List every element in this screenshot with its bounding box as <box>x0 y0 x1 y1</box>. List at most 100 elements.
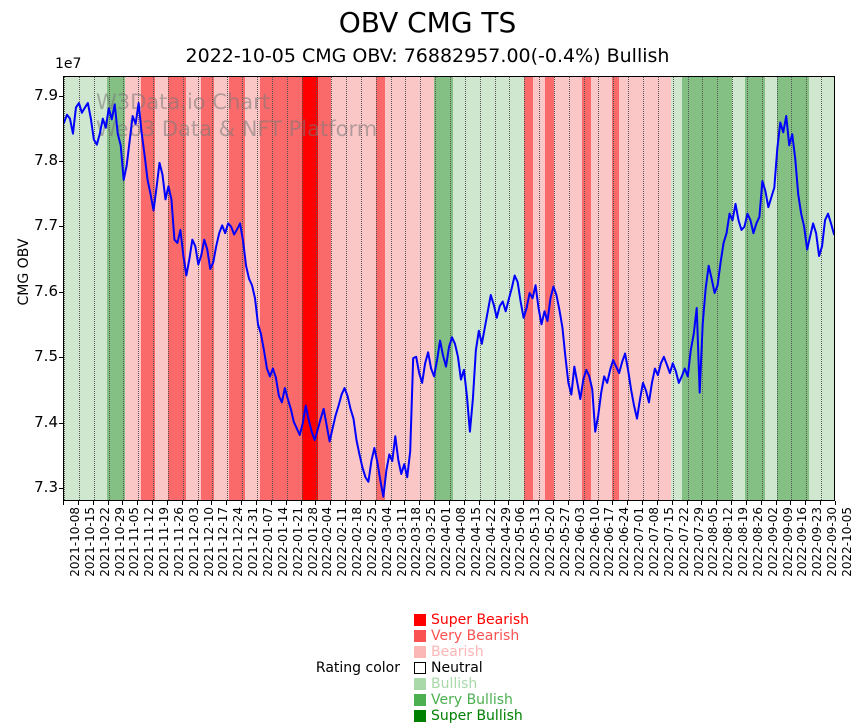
x-axis-tick-mark <box>523 501 525 505</box>
rating-band <box>200 77 214 500</box>
x-axis-tick-mark <box>77 501 79 505</box>
x-axis-tick-label: 2022-07-29 <box>691 507 706 577</box>
grid-line <box>212 77 214 500</box>
x-axis-tick-mark <box>389 501 391 505</box>
rating-band <box>825 77 834 500</box>
rating-band <box>141 77 155 500</box>
grid-line <box>301 77 303 500</box>
rating-band <box>228 77 246 500</box>
rating-band <box>124 77 142 500</box>
grid-line <box>64 77 65 500</box>
y-axis-tick-mark <box>59 357 63 359</box>
legend-label: Bullish <box>430 676 478 692</box>
grid-line <box>108 77 110 500</box>
rating-band <box>259 77 274 500</box>
legend-entry[interactable]: Very Bearish <box>413 628 529 644</box>
grid-line <box>717 77 719 500</box>
legend-label: Bearish <box>430 644 484 660</box>
rating-band <box>441 77 453 500</box>
x-axis-tick-mark <box>538 501 540 505</box>
x-axis-tick-label: 2022-01-28 <box>305 507 320 577</box>
x-axis-tick-label: 2021-11-26 <box>171 507 186 577</box>
x-axis-tick-mark <box>835 501 836 505</box>
x-axis-tick-mark <box>330 501 332 505</box>
rating-band <box>185 77 201 500</box>
x-axis-tick-mark <box>686 501 688 505</box>
rating-band <box>384 77 434 500</box>
x-axis-tick-mark <box>627 501 629 505</box>
grid-line <box>598 77 600 500</box>
x-axis-tick-label: 2022-09-16 <box>795 507 810 577</box>
plot-area[interactable]: W3Data.io Chart Web3 Data & NFT Platform <box>63 76 835 501</box>
x-axis-tick-mark <box>256 501 257 505</box>
x-axis-tick-mark <box>493 501 495 505</box>
rating-band <box>764 77 777 500</box>
grid-line <box>776 77 778 500</box>
grid-line <box>583 77 585 500</box>
grid-line <box>153 77 155 500</box>
x-axis-tick-label: 2022-09-23 <box>810 507 825 577</box>
legend-swatch <box>413 646 426 658</box>
x-axis-tick-label: 2022-09-30 <box>825 507 840 577</box>
grid-line <box>242 77 244 500</box>
y-axis-tick-mark <box>59 226 63 228</box>
x-axis-tick-mark <box>434 501 436 505</box>
legend-entry[interactable]: Bullish <box>413 676 529 692</box>
grid-line <box>568 77 570 500</box>
x-axis-tick-label: 2022-08-26 <box>750 507 765 577</box>
x-axis-tick-mark <box>211 501 213 505</box>
x-axis-tick-label: 2021-11-19 <box>157 507 172 577</box>
y-axis-tick-label: 7.6 <box>34 281 58 300</box>
grid-line <box>732 77 734 500</box>
grid-line <box>628 77 630 500</box>
x-axis-tick-label: 2022-09-02 <box>765 507 780 577</box>
grid-line <box>257 77 258 500</box>
x-axis-tick-label: 2021-11-05 <box>127 507 142 577</box>
x-axis-tick-mark <box>463 501 465 505</box>
grid-line <box>643 77 644 500</box>
rating-band <box>213 77 229 500</box>
legend-entries: Super Bearish Very Bearish Bearish Neutral B… <box>413 612 539 724</box>
x-axis-tick-mark <box>137 501 139 505</box>
y-axis-tick-label: 7.3 <box>34 477 58 496</box>
rating-band <box>671 77 682 500</box>
x-axis-tick-label: 2021-12-24 <box>231 507 246 577</box>
rating-band <box>619 77 672 500</box>
x-axis-tick-mark <box>404 501 406 505</box>
x-axis-tick-label: 2022-06-10 <box>587 507 602 577</box>
legend-label: Very Bearish <box>430 628 520 644</box>
legend-entry[interactable]: Super Bearish <box>413 612 530 628</box>
grid-line <box>494 77 496 500</box>
legend-entry[interactable]: Neutral <box>413 660 529 676</box>
x-axis-tick-label: 2022-03-25 <box>424 507 439 577</box>
x-axis-tick-label: 2021-10-15 <box>82 507 97 577</box>
rating-band <box>732 77 746 500</box>
grid-line <box>761 77 763 500</box>
x-axis-tick-label: 2022-02-25 <box>364 507 379 577</box>
y-axis-tick-label: 7.8 <box>34 151 58 169</box>
y-axis-tick-mark <box>59 487 63 489</box>
y-axis-tick-mark <box>59 161 63 162</box>
grid-line <box>390 77 392 500</box>
x-axis-tick-mark <box>745 501 747 505</box>
x-axis-tick-label: 2021-12-03 <box>186 507 201 577</box>
x-axis-tick-label: 2022-04-15 <box>468 507 483 577</box>
grid-line <box>791 77 793 500</box>
legend-entry[interactable]: Super Bullish <box>413 708 529 724</box>
grid-line <box>509 77 511 500</box>
rating-band <box>433 77 442 500</box>
legend-label: Super Bearish <box>430 612 530 628</box>
grid-line <box>405 77 407 500</box>
x-axis-tick-mark <box>567 501 569 505</box>
x-axis-tick-label: 2021-10-29 <box>112 507 127 577</box>
x-axis-tick-mark <box>597 501 599 505</box>
rating-band <box>582 77 592 500</box>
legend-entry[interactable]: Bearish <box>413 644 529 660</box>
legend-swatch <box>413 710 426 722</box>
chart-title: OBV CMG TS <box>338 6 517 39</box>
grid-line <box>702 77 704 500</box>
grid-line <box>821 77 823 500</box>
rating-band <box>301 77 318 500</box>
grid-lines <box>64 77 834 500</box>
legend-entry[interactable]: Very Bullish <box>413 692 529 708</box>
